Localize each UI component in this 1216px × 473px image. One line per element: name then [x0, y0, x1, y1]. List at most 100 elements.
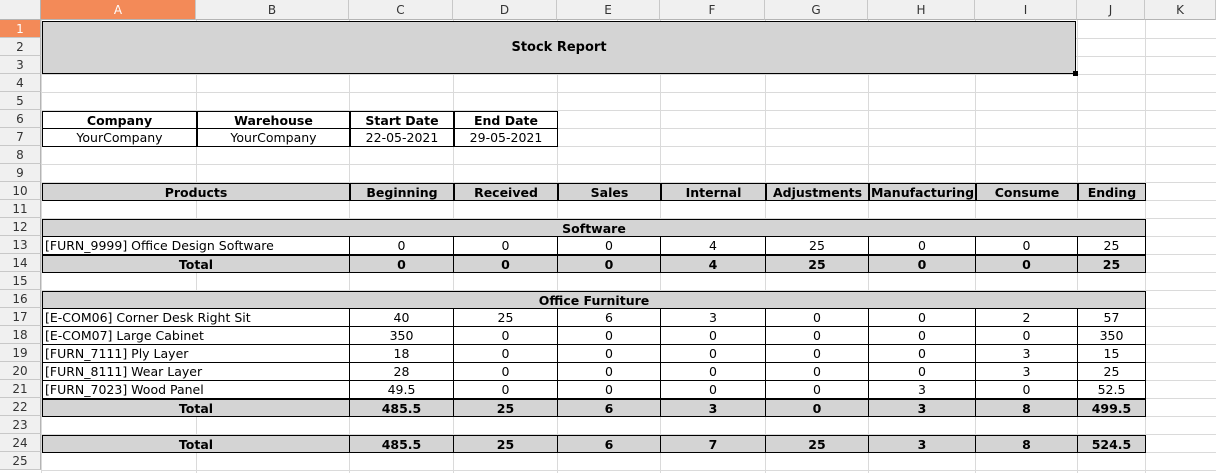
info-header[interactable]: Start Date [350, 111, 454, 129]
value-cell[interactable]: 0 [869, 327, 976, 345]
value-cell[interactable]: 0 [766, 327, 869, 345]
info-value[interactable]: YourCompany [42, 129, 197, 147]
value-cell[interactable]: 0 [661, 381, 766, 399]
value-cell[interactable]: 0 [558, 345, 661, 363]
info-value[interactable]: 22-05-2021 [350, 129, 454, 147]
value-cell[interactable]: 4 [661, 237, 766, 255]
row-header-16[interactable]: 16 [0, 290, 41, 308]
column-header-e[interactable]: E [557, 0, 660, 20]
row-header-21[interactable]: 21 [0, 380, 41, 398]
product-name[interactable]: [E-COM07] Large Cabinet [42, 327, 350, 345]
row-header-9[interactable]: 9 [0, 164, 41, 182]
value-cell[interactable]: 0 [661, 363, 766, 381]
value-cell[interactable]: 0 [558, 381, 661, 399]
value-cell[interactable]: 0 [869, 237, 976, 255]
section-total-value[interactable]: 0 [766, 399, 869, 417]
value-cell[interactable]: 0 [558, 237, 661, 255]
grand-total-label[interactable]: Total [42, 435, 350, 453]
row-header-15[interactable]: 15 [0, 272, 41, 290]
row-header-25[interactable]: 25 [0, 452, 41, 470]
header-adjustments[interactable]: Adjustments [766, 183, 869, 201]
value-cell[interactable]: 0 [766, 345, 869, 363]
value-cell[interactable]: 0 [661, 327, 766, 345]
header-received[interactable]: Received [454, 183, 558, 201]
value-cell[interactable]: 25 [766, 237, 869, 255]
value-cell[interactable]: 0 [350, 237, 454, 255]
grand-total-value[interactable]: 25 [454, 435, 558, 453]
product-name[interactable]: [FURN_7111] Ply Layer [42, 345, 350, 363]
grand-total-value[interactable]: 6 [558, 435, 661, 453]
section-total-value[interactable]: 0 [350, 255, 454, 273]
section-total-value[interactable]: 25 [454, 399, 558, 417]
grand-total-value[interactable]: 3 [869, 435, 976, 453]
row-header-20[interactable]: 20 [0, 362, 41, 380]
section-title[interactable]: Software [42, 219, 1146, 237]
row-header-2[interactable]: 2 [0, 38, 41, 56]
product-name[interactable]: [FURN_8111] Wear Layer [42, 363, 350, 381]
value-cell[interactable]: 350 [1078, 327, 1146, 345]
value-cell[interactable]: 0 [454, 327, 558, 345]
value-cell[interactable]: 0 [661, 345, 766, 363]
section-total-value[interactable]: 0 [869, 255, 976, 273]
grand-total-value[interactable]: 524.5 [1078, 435, 1146, 453]
row-header-6[interactable]: 6 [0, 110, 41, 128]
value-cell[interactable]: 0 [976, 381, 1078, 399]
value-cell[interactable]: 18 [350, 345, 454, 363]
header-consume[interactable]: Consume [976, 183, 1078, 201]
column-header-b[interactable]: B [196, 0, 349, 20]
value-cell[interactable]: 15 [1078, 345, 1146, 363]
row-header-4[interactable]: 4 [0, 74, 41, 92]
value-cell[interactable]: 3 [976, 345, 1078, 363]
row-header-13[interactable]: 13 [0, 236, 41, 254]
section-title[interactable]: Office Furniture [42, 291, 1146, 309]
column-header-a[interactable]: A [41, 0, 196, 20]
header-ending[interactable]: Ending [1078, 183, 1146, 201]
section-total-value[interactable]: 485.5 [350, 399, 454, 417]
value-cell[interactable]: 28 [350, 363, 454, 381]
section-total-value[interactable]: 0 [558, 255, 661, 273]
header-products[interactable]: Products [42, 183, 350, 201]
value-cell[interactable]: 25 [1078, 363, 1146, 381]
row-header-23[interactable]: 23 [0, 416, 41, 434]
value-cell[interactable]: 0 [766, 363, 869, 381]
info-header[interactable]: Company [42, 111, 197, 129]
grand-total-value[interactable]: 7 [661, 435, 766, 453]
section-total-label[interactable]: Total [42, 399, 350, 417]
section-total-label[interactable]: Total [42, 255, 350, 273]
product-name[interactable]: [FURN_7023] Wood Panel [42, 381, 350, 399]
section-total-value[interactable]: 25 [1078, 255, 1146, 273]
section-total-value[interactable]: 3 [661, 399, 766, 417]
value-cell[interactable]: 0 [766, 381, 869, 399]
section-total-value[interactable]: 8 [976, 399, 1078, 417]
value-cell[interactable]: 0 [766, 309, 869, 327]
grand-total-value[interactable]: 25 [766, 435, 869, 453]
row-header-5[interactable]: 5 [0, 92, 41, 110]
row-header-18[interactable]: 18 [0, 326, 41, 344]
value-cell[interactable]: 0 [454, 363, 558, 381]
value-cell[interactable]: 350 [350, 327, 454, 345]
value-cell[interactable]: 2 [976, 309, 1078, 327]
header-sales[interactable]: Sales [558, 183, 661, 201]
section-total-value[interactable]: 25 [766, 255, 869, 273]
info-header[interactable]: End Date [454, 111, 558, 129]
section-total-value[interactable]: 0 [976, 255, 1078, 273]
value-cell[interactable]: 52.5 [1078, 381, 1146, 399]
column-header-c[interactable]: C [349, 0, 453, 20]
fill-handle[interactable] [1073, 71, 1078, 76]
product-name[interactable]: [FURN_9999] Office Design Software [42, 237, 350, 255]
column-header-k[interactable]: K [1145, 0, 1216, 20]
value-cell[interactable]: 0 [454, 381, 558, 399]
column-header-i[interactable]: I [975, 0, 1077, 20]
row-header-7[interactable]: 7 [0, 128, 41, 146]
section-total-value[interactable]: 3 [869, 399, 976, 417]
row-header-14[interactable]: 14 [0, 254, 41, 272]
value-cell[interactable]: 6 [558, 309, 661, 327]
column-header-h[interactable]: H [868, 0, 975, 20]
column-header-g[interactable]: G [765, 0, 868, 20]
value-cell[interactable]: 0 [869, 363, 976, 381]
select-all-corner[interactable] [0, 0, 41, 20]
info-value[interactable]: 29-05-2021 [454, 129, 558, 147]
grand-total-value[interactable]: 485.5 [350, 435, 454, 453]
info-value[interactable]: YourCompany [197, 129, 350, 147]
grand-total-value[interactable]: 8 [976, 435, 1078, 453]
